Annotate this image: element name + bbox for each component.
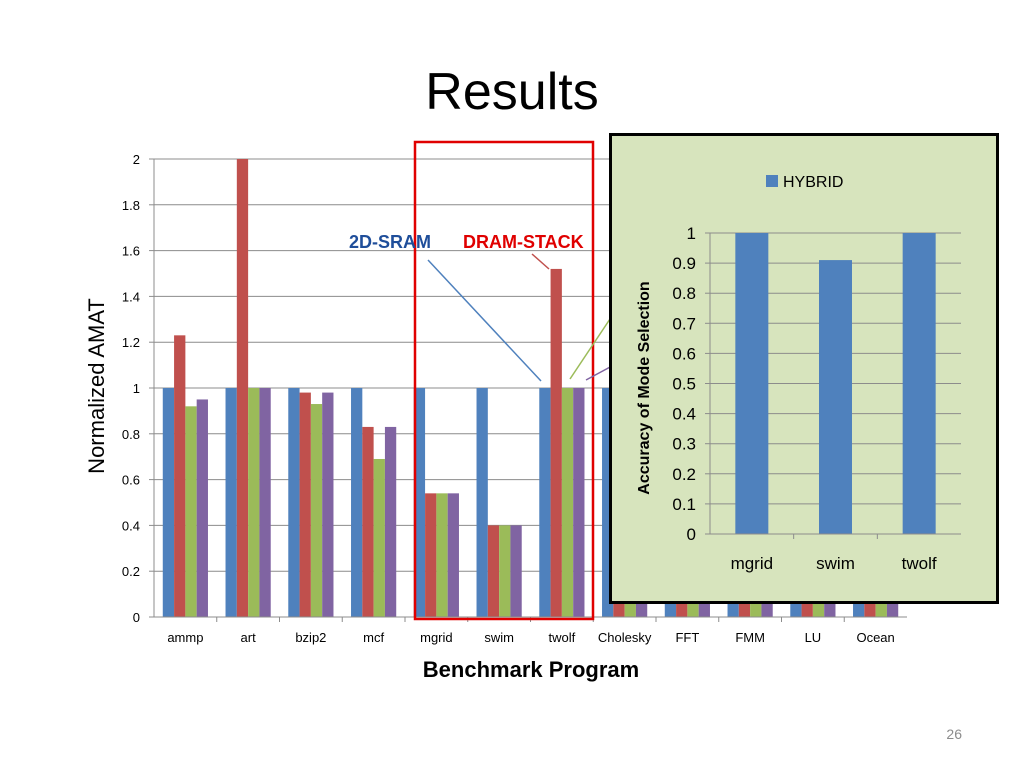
main-x-tick-label: art <box>241 630 257 645</box>
main-x-tick-label: twolf <box>549 630 576 645</box>
main-bar <box>225 388 237 617</box>
inset-bar <box>902 233 936 534</box>
inset-legend-label: HYBRID <box>783 174 843 191</box>
main-bar <box>362 426 374 617</box>
main-x-tick-label: FMM <box>735 630 765 645</box>
main-y-axis-label: Normalized AMAT <box>84 298 109 474</box>
main-y-tick-label: 0.4 <box>122 518 140 533</box>
main-x-tick-labels: ammp art bzip2 mcf mgrid swim twolf Cholesky FFT… <box>167 630 894 645</box>
annotation-2d-sram: 2D-SRAM <box>349 232 431 252</box>
main-x-tick-label: Ocean <box>856 630 894 645</box>
main-y-tick-label: 1.8 <box>122 198 140 213</box>
main-y-tick-label: 2 <box>133 152 140 167</box>
connector-line-2d-sram <box>427 259 542 382</box>
main-bar <box>373 458 385 617</box>
main-bar <box>310 404 323 617</box>
main-axes <box>149 158 907 622</box>
main-y-tick-label: 0.8 <box>122 427 140 442</box>
main-x-tick-label: mgrid <box>420 630 453 645</box>
main-bar <box>413 388 426 617</box>
main-x-tick-label: mcf <box>363 630 384 645</box>
main-y-tick-label: 1.4 <box>122 289 140 304</box>
main-bar <box>248 388 260 617</box>
main-y-tick-label: 0 <box>133 610 140 625</box>
inset-y-tick-labels: 0 0.1 0.2 0.3 0.4 0.5 0.6 0.7 0.8 0.9 1 <box>672 224 696 544</box>
main-bar <box>288 388 300 617</box>
main-bar <box>573 388 585 617</box>
inset-y-tick-label: 0.1 <box>672 495 696 514</box>
annotation-dram-stack: DRAM-STACK <box>463 232 584 252</box>
main-bar <box>487 525 500 617</box>
main-bar <box>299 392 311 617</box>
inset-x-tick-label: twolf <box>902 554 937 573</box>
main-bar <box>196 399 208 617</box>
main-bar <box>236 159 249 617</box>
inset-chart-panel: 0 0.1 0.2 0.3 0.4 0.5 0.6 0.7 0.8 0.9 1 mgrid swim t… <box>609 133 999 604</box>
main-x-tick-label: swim <box>484 630 514 645</box>
main-bar <box>447 493 459 617</box>
slide-title: Results <box>425 63 599 121</box>
main-bar <box>550 268 562 617</box>
inset-y-axis-label: Accuracy of Mode Selection <box>636 281 653 494</box>
page-number: 26 <box>946 726 962 742</box>
inset-x-tick-label: swim <box>816 554 855 573</box>
inset-y-tick-label: 0.3 <box>672 435 696 454</box>
main-bar <box>384 426 397 617</box>
main-y-tick-label: 0.2 <box>122 564 140 579</box>
connector-line-purple <box>585 365 613 381</box>
main-bar <box>425 493 437 617</box>
main-y-tick-label: 0.6 <box>122 473 140 488</box>
inset-bar <box>735 233 769 534</box>
main-y-tick-label: 1.2 <box>122 335 140 350</box>
main-bar <box>185 406 197 617</box>
inset-x-tick-labels: mgrid swim twolf <box>731 554 937 573</box>
main-x-tick-label: FFT <box>675 630 699 645</box>
inset-legend-swatch <box>766 175 778 187</box>
inset-y-tick-label: 0.2 <box>672 465 696 484</box>
inset-y-tick-label: 0.4 <box>672 405 696 424</box>
main-bar <box>510 525 522 617</box>
main-y-tick-label: 1 <box>133 381 140 396</box>
inset-axes <box>705 232 961 539</box>
main-bar <box>602 388 614 617</box>
main-x-tick-label: Cholesky <box>598 630 652 645</box>
highlight-box <box>413 140 595 621</box>
main-x-tick-label: ammp <box>167 630 203 645</box>
inset-bars <box>735 233 936 534</box>
connector-line-green <box>569 315 613 380</box>
main-bar <box>499 525 511 617</box>
inset-y-tick-label: 0.6 <box>672 344 696 363</box>
main-bar <box>539 388 551 617</box>
main-x-tick-label: bzip2 <box>295 630 326 645</box>
connector-line-dram-stack <box>531 253 550 270</box>
inset-y-tick-label: 0.8 <box>672 284 696 303</box>
inset-bar <box>819 260 852 534</box>
main-bar <box>351 388 363 617</box>
main-bar <box>436 493 448 617</box>
main-y-tick-labels: 0 0.2 0.4 0.6 0.8 1 1.2 1.4 1.6 1.8 2 <box>122 152 140 625</box>
main-bar <box>476 388 488 617</box>
main-bar <box>322 392 334 617</box>
main-bar <box>259 388 271 617</box>
main-x-tick-label: LU <box>805 630 822 645</box>
inset-y-tick-label: 0.9 <box>672 254 696 273</box>
inset-bar-chart: 0 0.1 0.2 0.3 0.4 0.5 0.6 0.7 0.8 0.9 1 mgrid swim t… <box>636 174 961 573</box>
inset-y-tick-label: 0 <box>687 525 696 544</box>
main-x-axis-label: Benchmark Program <box>423 657 639 682</box>
main-bar <box>561 388 574 617</box>
inset-y-tick-label: 0.7 <box>672 314 696 333</box>
main-bar <box>162 388 175 617</box>
inset-x-tick-label: mgrid <box>731 554 774 573</box>
inset-y-tick-label: 0.5 <box>672 375 696 394</box>
inset-y-tick-label: 1 <box>687 224 696 243</box>
main-y-tick-label: 1.6 <box>122 244 140 259</box>
main-bar <box>174 335 186 617</box>
